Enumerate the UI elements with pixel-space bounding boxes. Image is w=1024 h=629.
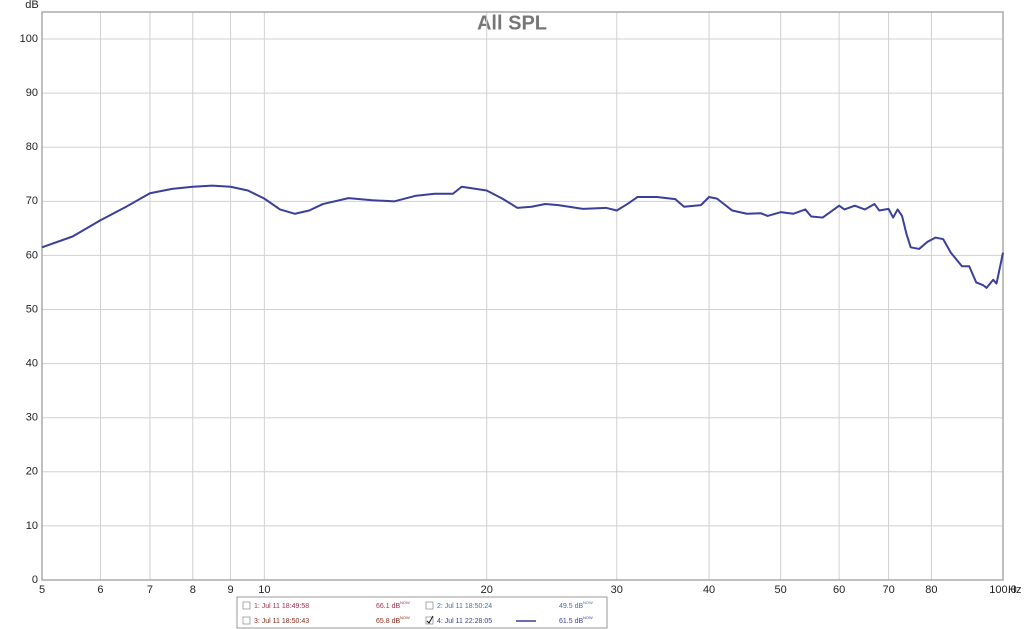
legend-label: 1: Jul 11 18:49:58 [254,603,309,610]
legend-reading: 66.1 dB [376,603,400,610]
legend-checkbox[interactable] [242,616,251,625]
x-tick-label: 10 [258,584,270,596]
y-tick-label: 70 [26,195,38,207]
y-tick-label: 90 [26,87,38,99]
legend-checkbox[interactable] [425,601,434,610]
x-tick-label: 8 [190,584,196,596]
y-tick-label: 20 [26,466,38,478]
x-tick-label: 9 [227,584,233,596]
legend-reading: 49.5 dB [559,603,583,610]
y-tick-label: 40 [26,358,38,370]
legend-reading: 65.8 dB [376,618,400,625]
x-tick-label: 40 [703,584,715,596]
legend-checkbox[interactable] [425,616,434,625]
x-tick-label: 20 [481,584,493,596]
legend-reading-note: NOW [583,615,593,620]
x-tick-label: 60 [833,584,845,596]
chart-title: All SPL [477,12,547,34]
legend-box [236,596,608,629]
legend-reading-note: NOW [583,600,593,605]
legend-label: 2: Jul 11 18:50:24 [437,603,492,610]
x-tick-label: 6 [97,584,103,596]
y-axis-unit: dB [25,0,38,11]
x-tick-label: 5 [39,584,45,596]
x-tick-label: 100.0 [989,584,1017,596]
x-tick-label: 7 [147,584,153,596]
legend-label: 3: Jul 11 18:50:43 [254,618,309,625]
legend-checkmark [426,615,434,624]
x-axis-unit: Hz [1008,584,1021,596]
x-tick-label: 30 [611,584,623,596]
y-tick-label: 30 [26,412,38,424]
x-tick-label: 80 [925,584,937,596]
legend-reading-note: NOW [400,600,410,605]
legend-reading: 61.5 dB [559,618,583,625]
legend-label: 4: Jul 11 22:28:05 [437,618,492,625]
x-tick-label: 50 [775,584,787,596]
y-tick-label: 50 [26,303,38,315]
y-tick-label: 100 [20,33,38,45]
plot-frame [41,11,1004,581]
y-tick-label: 60 [26,249,38,261]
legend-reading-note: NOW [400,615,410,620]
y-tick-label: 10 [26,520,38,532]
y-tick-label: 0 [32,574,38,586]
data-line [41,184,1004,289]
legend-checkbox[interactable] [242,601,251,610]
y-tick-label: 80 [26,141,38,153]
x-tick-label: 70 [882,584,894,596]
